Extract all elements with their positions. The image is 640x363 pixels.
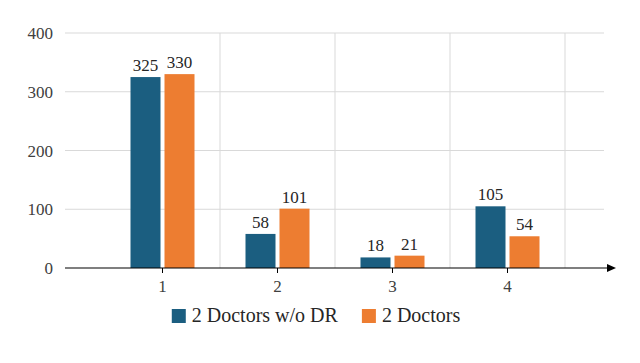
- y-axis: 0 100 200 300 400: [28, 24, 605, 278]
- category-separator: [450, 33, 451, 268]
- x-tick-label: 1: [158, 277, 167, 296]
- x-tick: [162, 268, 163, 273]
- x-tick: [507, 268, 508, 273]
- bar: [510, 236, 540, 268]
- data-label: 101: [282, 188, 308, 207]
- data-label: 330: [167, 53, 193, 72]
- chart-container: 0 100 200 300 400 325 58 18 105 330 101 21 54 1 2 3 4 2 D…: [0, 0, 640, 363]
- x-axis-line: [65, 267, 612, 268]
- category-separator: [335, 33, 336, 268]
- x-axis: 1 2 3 4: [65, 264, 616, 296]
- data-labels: 325 58 18 105 330 101 21 54: [133, 53, 534, 255]
- legend-swatch: [172, 309, 186, 323]
- bar: [131, 77, 161, 268]
- data-label: 58: [252, 213, 269, 232]
- data-label: 18: [367, 236, 384, 255]
- x-tick-label: 2: [273, 277, 282, 296]
- bar: [165, 74, 195, 268]
- data-label: 54: [516, 215, 534, 234]
- bar: [361, 257, 391, 268]
- legend-label: 2 Doctors: [382, 304, 461, 326]
- category-separator: [565, 33, 566, 268]
- bar: [246, 234, 276, 268]
- x-tick-label: 4: [503, 277, 512, 296]
- chart-svg: 0 100 200 300 400 325 58 18 105 330 101 21 54 1 2 3 4 2 D…: [0, 0, 640, 363]
- bars: [131, 74, 540, 268]
- y-tick-label: 300: [28, 83, 54, 102]
- category-separator: [220, 33, 221, 268]
- legend-swatch: [362, 309, 376, 323]
- legend: 2 Doctors w/o DR 2 Doctors: [172, 304, 461, 326]
- x-tick: [392, 268, 393, 273]
- x-tick: [277, 268, 278, 273]
- data-label: 325: [133, 56, 159, 75]
- y-tick-label: 0: [45, 259, 54, 278]
- x-tick-label: 3: [388, 277, 397, 296]
- y-tick-label: 100: [28, 200, 54, 219]
- y-tick-label: 200: [28, 142, 54, 161]
- data-label: 21: [401, 235, 418, 254]
- x-axis-arrow: [607, 264, 616, 272]
- y-tick-label: 400: [28, 24, 54, 43]
- bar: [476, 206, 506, 268]
- bar: [280, 209, 310, 268]
- bar: [395, 256, 425, 268]
- legend-label: 2 Doctors w/o DR: [192, 304, 339, 326]
- data-label: 105: [478, 185, 504, 204]
